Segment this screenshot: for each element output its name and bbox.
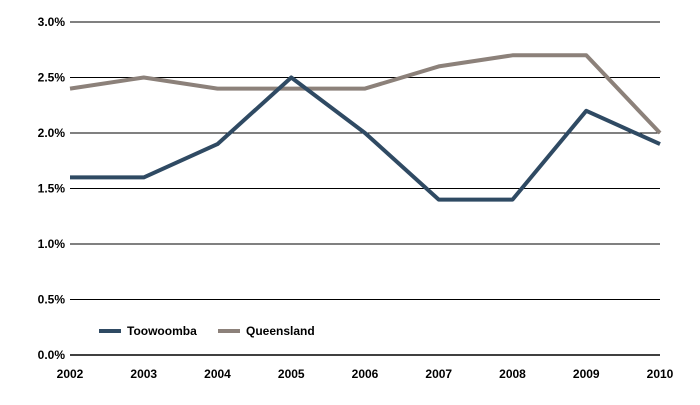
y-tick-label: 3.0% (38, 15, 66, 29)
x-axis-ticks: 2002 2003 2004 2005 2006 2007 2008 2009 2010 (57, 367, 674, 381)
y-tick-label: 0.5% (38, 293, 66, 307)
y-tick-label: 2.5% (38, 71, 66, 85)
x-tick-label: 2006 (352, 367, 379, 381)
x-tick-label: 2007 (425, 367, 452, 381)
y-tick-label: 0.0% (38, 348, 66, 362)
y-tick-label: 1.0% (38, 237, 66, 251)
y-tick-label: 2.0% (38, 126, 66, 140)
series-lines (69, 53, 662, 202)
legend-label: Toowoomba (127, 324, 197, 338)
gridlines (70, 21, 660, 356)
legend-label: Queensland (246, 324, 315, 338)
x-tick-label: 2004 (204, 367, 231, 381)
x-tick-label: 2005 (278, 367, 305, 381)
series-line-queensland (69, 53, 662, 135)
y-tick-label: 1.5% (38, 182, 66, 196)
x-tick-label: 2003 (130, 367, 157, 381)
x-tick-label: 2002 (57, 367, 84, 381)
x-tick-label: 2010 (647, 367, 674, 381)
y-axis-ticks: 0.0% 0.5% 1.0% 1.5% 2.0% 2.5% 3.0% (38, 15, 66, 362)
series-line-toowoomba (70, 75, 661, 202)
x-tick-label: 2009 (573, 367, 600, 381)
x-tick-label: 2008 (499, 367, 526, 381)
legend: Toowoomba Queensland (99, 324, 315, 338)
